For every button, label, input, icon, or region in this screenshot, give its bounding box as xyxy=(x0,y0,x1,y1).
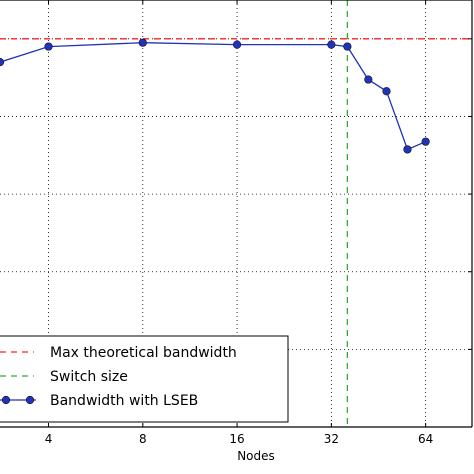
reference-lines xyxy=(0,0,472,427)
x-tick-label: 8 xyxy=(139,432,147,446)
data-point xyxy=(421,137,430,146)
data-point xyxy=(0,58,5,67)
x-tick-label: 4 xyxy=(45,432,53,446)
series-line xyxy=(0,42,426,151)
data-point xyxy=(138,38,147,47)
data-point xyxy=(382,87,391,96)
data-point xyxy=(364,75,373,84)
legend-box xyxy=(0,335,289,423)
x-tick-label: 32 xyxy=(324,432,339,446)
data-point xyxy=(403,145,412,154)
data-point xyxy=(44,42,53,51)
x-ticks: 4 8 16 32 64 xyxy=(45,0,472,446)
legend: Max theoretical bandwidth Switch size Band… xyxy=(0,335,289,423)
axes xyxy=(0,0,473,428)
data-point xyxy=(232,40,242,49)
x-tick-label: 16 xyxy=(229,432,244,446)
legend-marker xyxy=(25,395,35,405)
data-point xyxy=(327,40,336,49)
series-layer xyxy=(0,38,430,154)
legend-label: Bandwidth with LSEB xyxy=(50,393,198,409)
legend-label: Switch size xyxy=(50,369,128,385)
legend-item: Max theoretical bandwidth xyxy=(0,345,237,361)
x-axis-label: Nodes xyxy=(237,449,275,463)
data-point xyxy=(343,42,352,51)
legend-item: Bandwidth with LSEB xyxy=(0,393,198,409)
legend-item: Switch size xyxy=(0,369,128,385)
legend-marker xyxy=(1,395,11,405)
legend-label: Max theoretical bandwidth xyxy=(50,345,237,361)
x-tick-label: 64 xyxy=(418,432,433,446)
